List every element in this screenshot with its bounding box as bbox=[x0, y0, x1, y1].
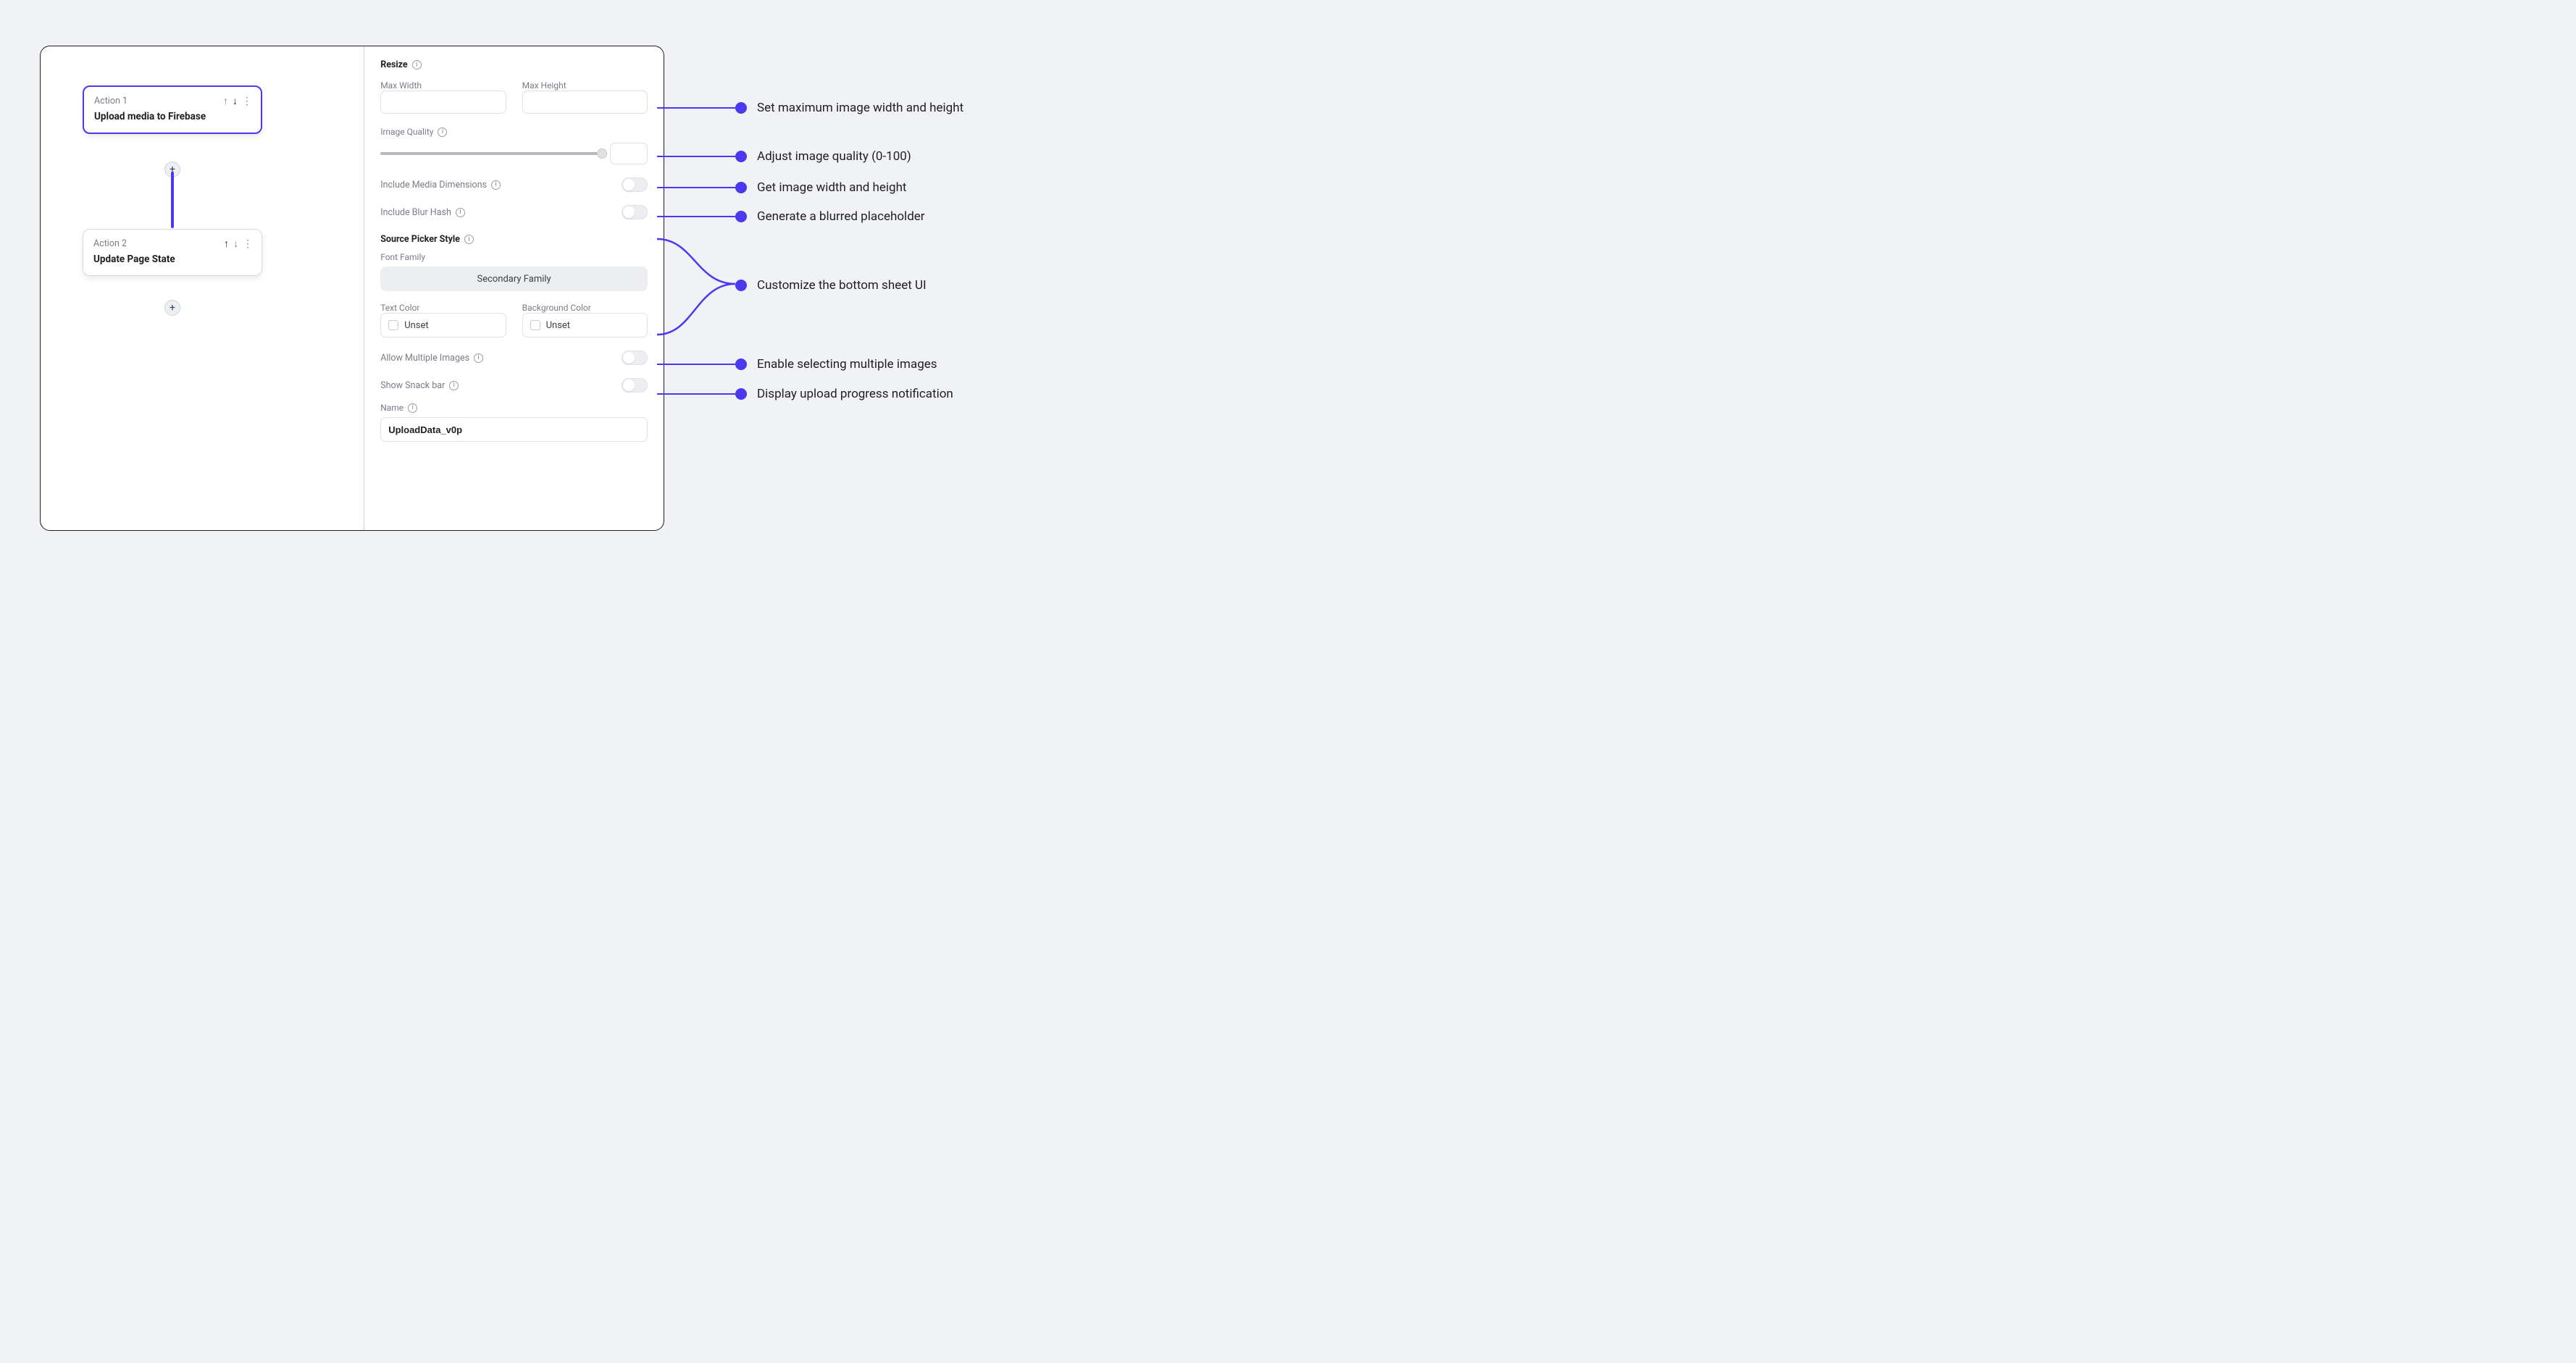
kebab-icon[interactable]: ⋮ bbox=[242, 96, 252, 106]
action-2-index: Action 2 bbox=[93, 238, 127, 249]
curly-brace-icon bbox=[657, 236, 747, 337]
config-panel: Action 1 ↑ ↓ ⋮ Upload media to Firebase … bbox=[40, 46, 664, 531]
annotation-1-text: Set maximum image width and height bbox=[757, 101, 963, 115]
allow-multiple-label: Allow Multiple Images bbox=[380, 353, 469, 364]
action-name-input[interactable] bbox=[380, 417, 648, 442]
callout-line bbox=[657, 364, 735, 366]
info-icon[interactable]: i bbox=[438, 127, 447, 137]
action-card-2[interactable]: Action 2 ↑ ↓ ⋮ Update Page State bbox=[83, 229, 262, 276]
info-icon[interactable]: i bbox=[456, 208, 465, 217]
callout-line bbox=[657, 187, 735, 189]
info-icon[interactable]: i bbox=[408, 403, 417, 413]
swatch-icon bbox=[388, 320, 398, 330]
font-family-value: Secondary Family bbox=[477, 274, 551, 285]
info-icon[interactable]: i bbox=[449, 381, 459, 390]
show-snackbar-label: Show Snack bar bbox=[380, 380, 445, 391]
callout-dot-icon bbox=[735, 151, 747, 162]
text-color-label: Text Color bbox=[380, 303, 506, 313]
callout-line bbox=[657, 156, 735, 158]
info-icon[interactable]: i bbox=[412, 60, 422, 70]
annotation-4: Generate a blurred placeholder bbox=[657, 209, 925, 224]
callout-dot-icon bbox=[735, 182, 747, 193]
quality-value-input[interactable] bbox=[610, 143, 648, 164]
callout-dot-icon bbox=[735, 388, 747, 400]
quality-slider[interactable] bbox=[380, 152, 603, 155]
annotation-7-text: Display upload progress notification bbox=[757, 387, 953, 401]
action-card-1[interactable]: Action 1 ↑ ↓ ⋮ Upload media to Firebase bbox=[83, 85, 262, 134]
include-blurhash-label: Include Blur Hash bbox=[380, 207, 451, 218]
callout-line bbox=[657, 107, 735, 109]
connector-line bbox=[171, 172, 174, 228]
annotation-4-text: Generate a blurred placeholder bbox=[757, 209, 925, 224]
include-blurhash-toggle[interactable] bbox=[622, 205, 648, 219]
annotation-7: Display upload progress notification bbox=[657, 387, 953, 401]
kebab-icon[interactable]: ⋮ bbox=[243, 239, 253, 249]
annotation-1: Set maximum image width and height bbox=[657, 101, 963, 115]
info-icon[interactable]: i bbox=[474, 353, 483, 363]
annotation-6: Enable selecting multiple images bbox=[657, 357, 937, 372]
max-width-label: Max Width bbox=[380, 80, 506, 91]
annotation-5: Customize the bottom sheet UI bbox=[735, 278, 927, 293]
include-dimensions-label: Include Media Dimensions bbox=[380, 180, 487, 190]
include-dimensions-toggle[interactable] bbox=[622, 177, 648, 192]
move-down-icon[interactable]: ↓ bbox=[233, 239, 238, 249]
image-quality-label: Image Quality bbox=[380, 127, 433, 137]
info-icon[interactable]: i bbox=[491, 180, 501, 190]
info-icon[interactable]: i bbox=[464, 235, 474, 244]
callout-dot-icon bbox=[735, 211, 747, 222]
max-height-label: Max Height bbox=[522, 80, 648, 91]
source-picker-heading: Source Picker Style bbox=[380, 234, 460, 245]
actions-canvas: Action 1 ↑ ↓ ⋮ Upload media to Firebase … bbox=[41, 46, 364, 530]
callout-dot-icon bbox=[735, 102, 747, 114]
bg-color-picker[interactable]: Unset bbox=[522, 313, 648, 337]
annotation-6-text: Enable selecting multiple images bbox=[757, 357, 937, 372]
move-down-icon[interactable]: ↓ bbox=[233, 96, 238, 106]
bg-color-value: Unset bbox=[546, 320, 570, 331]
callout-dot-icon bbox=[735, 280, 747, 291]
move-up-icon[interactable]: ↑ bbox=[224, 239, 229, 249]
annotation-2: Adjust image quality (0-100) bbox=[657, 149, 911, 164]
font-family-dropdown[interactable]: Secondary Family bbox=[380, 267, 648, 291]
resize-heading-text: Resize bbox=[380, 59, 408, 70]
properties-panel: Resize i Max Width Max Height Image Qual… bbox=[364, 46, 664, 530]
text-color-picker[interactable]: Unset bbox=[380, 313, 506, 337]
allow-multiple-toggle[interactable] bbox=[622, 351, 648, 365]
bg-color-label: Background Color bbox=[522, 303, 648, 313]
callout-line bbox=[657, 393, 735, 395]
max-width-input[interactable] bbox=[380, 91, 506, 114]
slider-thumb-icon[interactable] bbox=[597, 148, 607, 159]
callout-dot-icon bbox=[735, 358, 747, 370]
swatch-icon bbox=[530, 320, 540, 330]
action-1-title: Upload media to Firebase bbox=[94, 111, 252, 122]
annotation-3-text: Get image width and height bbox=[757, 180, 907, 195]
action-1-index: Action 1 bbox=[94, 96, 127, 106]
annotation-5-text: Customize the bottom sheet UI bbox=[757, 278, 927, 293]
callout-line bbox=[657, 216, 735, 218]
text-color-value: Unset bbox=[404, 320, 428, 331]
font-family-label: Font Family bbox=[380, 252, 648, 262]
annotation-3: Get image width and height bbox=[657, 180, 907, 195]
add-action-button[interactable]: + bbox=[164, 300, 180, 316]
resize-heading: Resize i bbox=[380, 59, 648, 70]
action-2-title: Update Page State bbox=[93, 253, 253, 265]
name-label: Name bbox=[380, 403, 403, 413]
move-up-icon[interactable]: ↑ bbox=[223, 96, 228, 106]
annotation-2-text: Adjust image quality (0-100) bbox=[757, 149, 911, 164]
show-snackbar-toggle[interactable] bbox=[622, 378, 648, 393]
max-height-input[interactable] bbox=[522, 91, 648, 114]
